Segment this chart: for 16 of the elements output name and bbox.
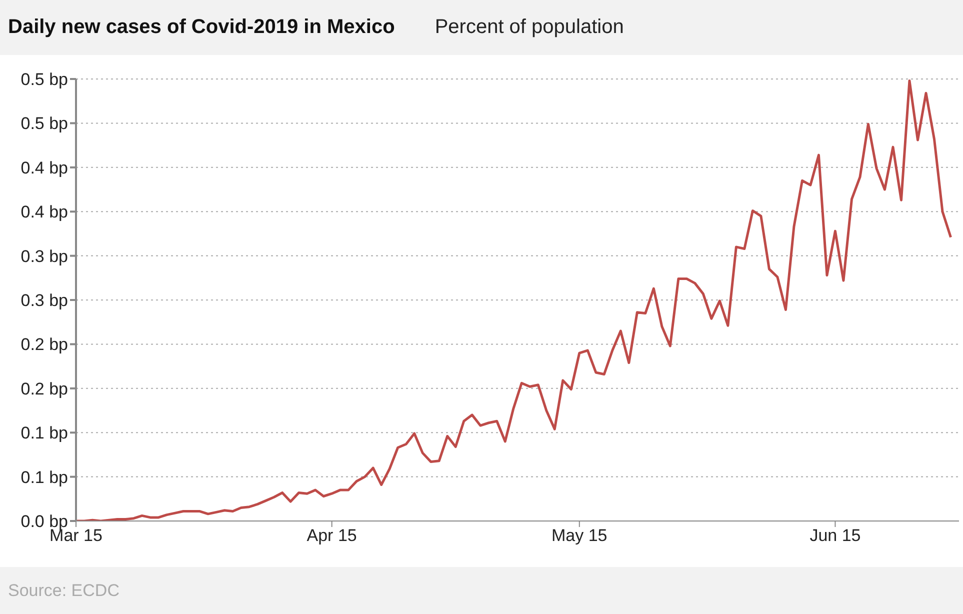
x-tick-label: Jun 15 (810, 526, 861, 546)
y-tick-label: 0.1 bp (20, 424, 68, 443)
chart-subtitle: Percent of population (434, 16, 624, 39)
chart-title: Daily new cases of Covid-2019 in Mexico (8, 16, 395, 39)
y-tick-label: 0.2 bp (20, 379, 68, 398)
y-tick-label: 0.1 bp (20, 468, 68, 487)
x-tick-label: May 15 (552, 526, 608, 546)
y-tick-label: 0.4 bp (20, 158, 68, 178)
y-tick-label: 0.4 bp (20, 202, 68, 222)
y-tick-label: 0.5 bp (20, 114, 68, 134)
y-tick-label: 0.2 bp (20, 335, 68, 354)
source-note: Source: ECDC (8, 580, 120, 600)
x-tick-label: Apr 15 (306, 526, 357, 546)
y-tick-label: 0.3 bp (20, 246, 68, 266)
y-tick-label: 0.3 bp (20, 291, 68, 310)
y-tick-label: 0.5 bp (20, 70, 68, 90)
